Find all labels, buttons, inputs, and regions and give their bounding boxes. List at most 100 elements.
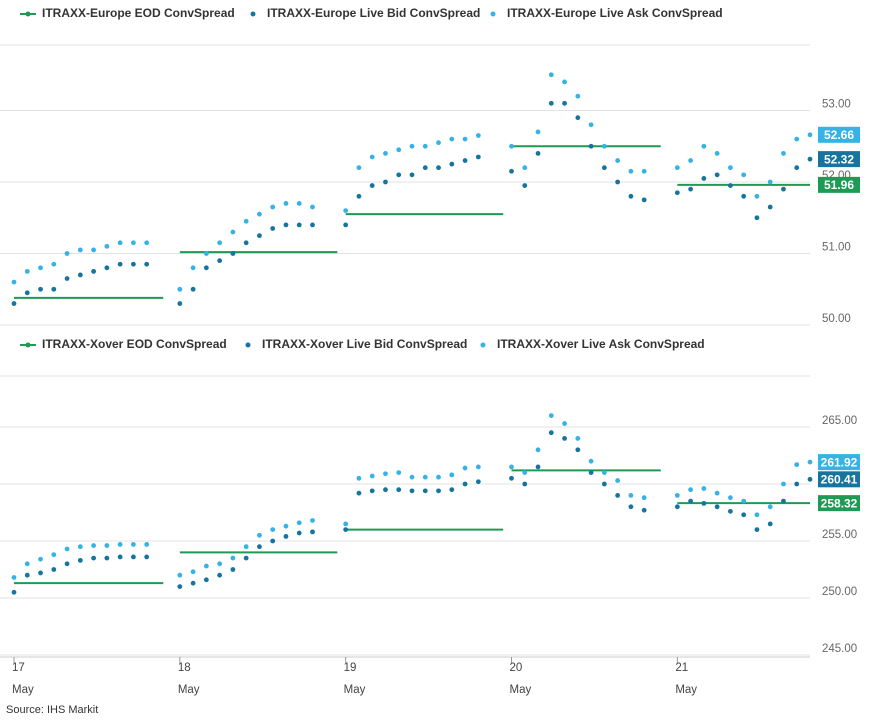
data-dot [767,521,773,527]
data-dot [741,172,747,178]
legend-label: ITRAXX-Xover Live Ask ConvSpread [497,337,705,351]
data-dot [688,487,693,493]
data-dot [688,186,693,192]
data-dot [230,555,236,561]
data-dot [217,258,223,264]
data-dot [509,168,514,174]
data-dot [38,265,43,271]
legend-icon [245,342,251,348]
legend-item: ITRAXX-Europe Live Bid ConvSpread [250,6,480,20]
data-dot [615,493,621,498]
data-dot [728,495,733,501]
data-dot [588,122,594,128]
data-dot [794,481,800,487]
data-dot [509,143,514,149]
data-dot [296,520,302,526]
data-dot [144,240,150,246]
data-dot [104,265,110,271]
data-dot [270,527,276,532]
y-tick-label: 255.00 [822,529,857,541]
data-dot [728,183,733,188]
data-dot [409,488,415,494]
data-dot [728,165,733,171]
data-dot [422,474,428,480]
data-dot [522,183,528,188]
data-dot [449,472,455,478]
data-dot [601,470,607,475]
data-dot [257,233,262,239]
data-dot [714,504,720,510]
data-dot [628,168,634,174]
data-dot [243,555,249,561]
data-dot [754,193,760,199]
data-dot [177,286,183,292]
data-dot [462,481,468,487]
data-dot [688,158,693,163]
data-dot [674,493,680,498]
data-dot [217,561,223,567]
data-dot [356,165,362,171]
data-dot [781,498,786,504]
legend-item: ITRAXX-Europe Live Ask ConvSpread [490,6,723,20]
legend-icon [490,11,496,17]
data-dot [11,301,17,306]
data-dot [396,172,402,178]
legend-label: ITRAXX-Xover Live Bid ConvSpread [262,337,467,351]
data-dot [64,546,70,552]
data-dot [177,584,183,589]
data-dot [383,471,388,477]
data-dot [369,183,375,188]
data-dot [781,481,786,487]
data-dot [601,143,607,149]
y-tick-label: 51.00 [822,242,851,254]
data-dot [343,521,349,527]
data-dot [409,143,415,149]
data-dot [24,561,30,567]
data-dot [369,488,375,494]
data-dot [475,479,481,485]
data-dot [522,165,528,171]
data-dot [270,538,276,544]
y-tick-label: 250.00 [822,586,857,598]
data-dot [754,512,760,518]
data-dot [243,240,249,246]
last-value-box [818,495,860,512]
data-dot [356,475,362,481]
data-dot [628,504,634,510]
data-dot [601,481,607,487]
data-dot [38,556,43,562]
legend-label: ITRAXX-Europe Live Ask ConvSpread [507,6,723,20]
data-dot [522,470,528,475]
data-dot [575,93,581,99]
x-tick-label: 21 May [675,662,698,696]
data-dot [462,465,468,471]
data-dot [509,464,514,470]
last-value-label: 52.32 [824,152,854,166]
data-dot [449,487,455,493]
data-dot [714,172,720,178]
data-dot [190,580,196,586]
data-dot [77,272,83,278]
data-dot [230,567,236,572]
data-dot [807,459,813,465]
data-dot [190,569,196,575]
data-dot [475,133,481,138]
data-dot [144,554,150,560]
data-dot [77,247,83,253]
data-dot [794,136,800,142]
data-dot [641,197,647,203]
data-dot [807,132,813,138]
data-dot [409,474,415,480]
data-dot [296,530,302,536]
data-dot [283,523,289,529]
data-dot [741,498,747,504]
data-dot [701,143,707,149]
data-dot [356,193,362,199]
data-dot [714,151,720,156]
legend-label: ITRAXX-Europe EOD ConvSpread [42,6,235,20]
last-value-label: 261.92 [821,455,858,469]
data-dot [794,462,800,468]
data-dot [144,542,150,547]
last-value-box [818,176,860,193]
data-dot [641,507,647,513]
